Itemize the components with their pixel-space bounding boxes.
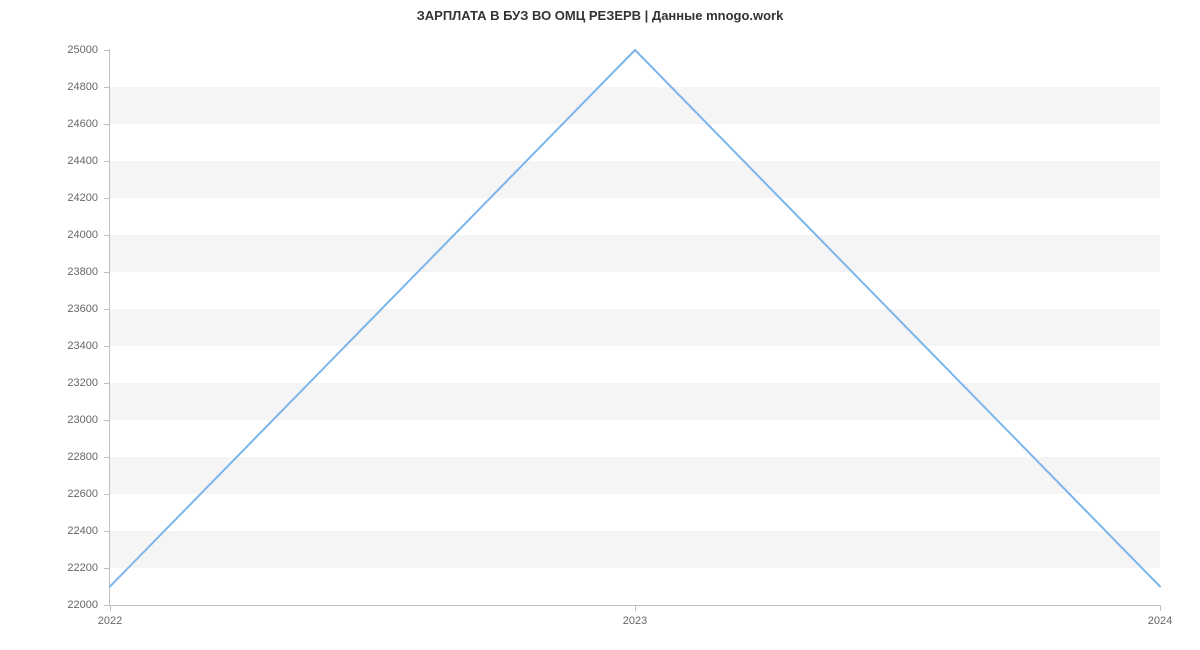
y-tick-label: 24800 bbox=[48, 81, 98, 93]
salary-line-chart: ЗАРПЛАТА В БУЗ ВО ОМЦ РЕЗЕРВ | Данные mn… bbox=[0, 0, 1200, 650]
y-tick-mark bbox=[104, 420, 110, 421]
y-tick-mark bbox=[104, 50, 110, 51]
y-tick-mark bbox=[104, 272, 110, 273]
x-tick-mark bbox=[635, 605, 636, 611]
y-tick-label: 22200 bbox=[48, 562, 98, 574]
x-tick-label: 2022 bbox=[98, 615, 122, 627]
y-tick-label: 22800 bbox=[48, 451, 98, 463]
y-tick-label: 23600 bbox=[48, 303, 98, 315]
plot-area bbox=[110, 50, 1160, 605]
y-tick-label: 23000 bbox=[48, 414, 98, 426]
y-tick-label: 25000 bbox=[48, 44, 98, 56]
y-tick-label: 22000 bbox=[48, 599, 98, 611]
y-tick-label: 24600 bbox=[48, 118, 98, 130]
chart-title: ЗАРПЛАТА В БУЗ ВО ОМЦ РЕЗЕРВ | Данные mn… bbox=[0, 8, 1200, 23]
y-tick-label: 22400 bbox=[48, 525, 98, 537]
y-tick-label: 24200 bbox=[48, 192, 98, 204]
y-tick-label: 22600 bbox=[48, 488, 98, 500]
y-tick-label: 23200 bbox=[48, 377, 98, 389]
y-tick-label: 23400 bbox=[48, 340, 98, 352]
x-tick-mark bbox=[110, 605, 111, 611]
y-tick-label: 24400 bbox=[48, 155, 98, 167]
y-tick-mark bbox=[104, 383, 110, 384]
y-tick-mark bbox=[104, 235, 110, 236]
y-tick-mark bbox=[104, 161, 110, 162]
x-tick-label: 2024 bbox=[1148, 615, 1172, 627]
y-tick-mark bbox=[104, 124, 110, 125]
y-tick-mark bbox=[104, 198, 110, 199]
x-tick-label: 2023 bbox=[623, 615, 647, 627]
y-tick-mark bbox=[104, 87, 110, 88]
line-series bbox=[110, 50, 1160, 605]
y-tick-mark bbox=[104, 346, 110, 347]
y-tick-mark bbox=[104, 494, 110, 495]
x-tick-mark bbox=[1160, 605, 1161, 611]
y-tick-mark bbox=[104, 568, 110, 569]
y-tick-label: 24000 bbox=[48, 229, 98, 241]
y-tick-mark bbox=[104, 531, 110, 532]
y-tick-mark bbox=[104, 309, 110, 310]
y-tick-mark bbox=[104, 457, 110, 458]
y-tick-label: 23800 bbox=[48, 266, 98, 278]
